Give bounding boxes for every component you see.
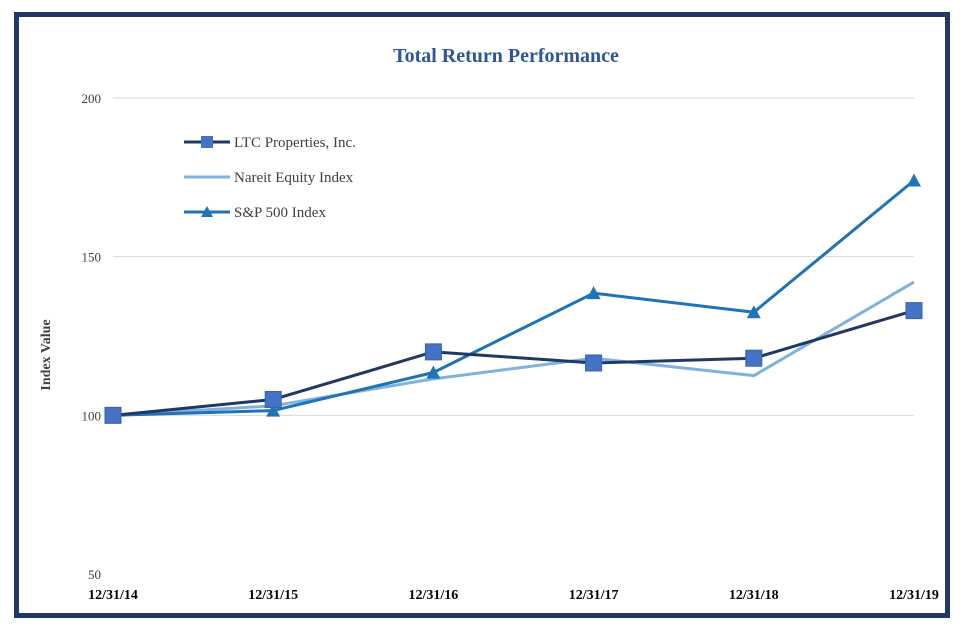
series-line [112, 280, 915, 417]
chart-frame: Total Return Performance 50 100 150 200 Ind… [14, 12, 950, 618]
data-point-square [424, 343, 442, 361]
data-point-triangle [586, 286, 601, 300]
grid [113, 97, 914, 416]
x-tick-label: 12/31/18 [729, 588, 779, 603]
y-tick-label: 150 [82, 250, 102, 265]
data-point-square [905, 302, 923, 320]
legend-marker-square [201, 136, 213, 148]
data-point-triangle [426, 365, 441, 379]
series [104, 173, 923, 424]
x-tick-label: 12/31/15 [248, 588, 298, 603]
data-point-square [104, 406, 122, 424]
x-tick-label: 12/31/16 [409, 588, 459, 603]
data-point-triangle [266, 403, 281, 417]
data-point-square [264, 390, 282, 408]
legend-marker-triangle [201, 206, 213, 217]
legend: LTC Properties, Inc. Nareit Equity Index S… [184, 135, 356, 221]
y-tick-label: 100 [82, 408, 102, 423]
y-axis-label: Index Value [39, 319, 54, 390]
chart-title: Total Return Performance [393, 45, 619, 67]
y-tick-label: 200 [82, 91, 102, 106]
x-tick-label: 12/31/17 [569, 588, 619, 603]
chart: Total Return Performance 50 100 150 200 Ind… [39, 45, 939, 603]
legend-label: Nareit Equity Index [234, 170, 354, 186]
legend-label: LTC Properties, Inc. [234, 135, 356, 151]
data-point-triangle [746, 305, 761, 319]
data-point-square [745, 349, 763, 367]
data-point-square [585, 354, 603, 372]
x-tick-label: 12/31/14 [88, 588, 138, 603]
data-point-triangle [907, 173, 921, 187]
y-tick-label: 50 [88, 567, 101, 582]
x-axis-ticks: 12/31/14 12/31/15 12/31/16 12/31/17 12/31/18… [88, 588, 939, 603]
x-tick-label: 12/31/19 [889, 588, 939, 603]
legend-label: S&P 500 Index [234, 205, 326, 221]
series-line [112, 309, 915, 417]
series-line [112, 179, 915, 417]
y-axis-ticks: 50 100 150 200 [82, 91, 102, 582]
